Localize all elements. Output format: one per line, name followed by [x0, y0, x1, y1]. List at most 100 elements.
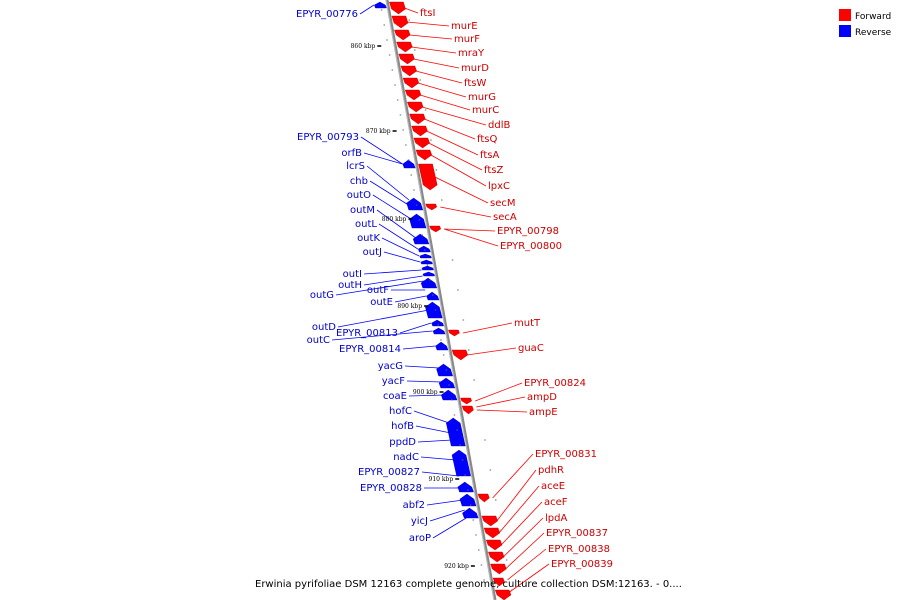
- gene-label-outk[interactable]: outK: [357, 233, 380, 244]
- forward-gene-block[interactable]: [448, 329, 460, 337]
- gene-label-hofb[interactable]: hofB: [391, 421, 414, 432]
- gene-label-mure[interactable]: murE: [451, 21, 478, 32]
- reverse-gene-block[interactable]: [420, 277, 438, 289]
- gene-label-outj[interactable]: outJ: [363, 247, 382, 258]
- reverse-gene-block[interactable]: [419, 253, 432, 259]
- gene-label-murg[interactable]: murG: [468, 92, 496, 103]
- reverse-gene-block[interactable]: [406, 197, 424, 211]
- forward-gene-block[interactable]: [460, 397, 472, 405]
- gene-label-seca[interactable]: secA: [493, 212, 517, 223]
- gene-label-yicj[interactable]: yicJ: [411, 516, 428, 527]
- gene-label-yacf[interactable]: yacF: [382, 376, 406, 387]
- forward-gene-block[interactable]: [483, 527, 501, 539]
- gene-label-outi[interactable]: outI: [343, 269, 362, 280]
- forward-gene-block[interactable]: [485, 539, 503, 551]
- forward-gene-block[interactable]: [477, 493, 490, 503]
- gene-label-ftsq[interactable]: ftsQ: [477, 134, 497, 145]
- gene-label-epyr-00831[interactable]: EPYR_00831: [535, 449, 597, 460]
- gene-label-nadc[interactable]: nadC: [393, 452, 419, 463]
- reverse-gene-block[interactable]: [412, 233, 430, 245]
- reverse-gene-block[interactable]: [402, 159, 416, 169]
- gene-label-epyr-00838[interactable]: EPYR_00838: [548, 544, 610, 555]
- gene-label-murf[interactable]: murF: [454, 34, 480, 45]
- gene-label-epyr-00798[interactable]: EPYR_00798: [497, 226, 559, 237]
- reverse-gene-block[interactable]: [438, 377, 456, 389]
- gene-label-epyr-00839[interactable]: EPYR_00839: [551, 559, 613, 570]
- gene-label-epyr-00824[interactable]: EPYR_00824: [524, 378, 586, 389]
- gene-label-secm[interactable]: secM: [490, 198, 516, 209]
- gene-label-mutt[interactable]: mutT: [514, 318, 541, 329]
- gene-label-outl[interactable]: outL: [355, 219, 377, 230]
- gene-label-outm[interactable]: outM: [350, 205, 375, 216]
- gene-label-oute[interactable]: outE: [370, 297, 393, 308]
- reverse-gene-block[interactable]: [426, 291, 440, 301]
- forward-gene-block[interactable]: [404, 89, 422, 101]
- reverse-gene-block[interactable]: [436, 363, 453, 377]
- gene-label-epyr-00814[interactable]: EPYR_00814: [339, 344, 401, 355]
- forward-gene-block[interactable]: [490, 563, 507, 575]
- gene-label-epyr-00813[interactable]: EPYR_00813: [336, 328, 398, 339]
- forward-gene-block[interactable]: [411, 125, 428, 137]
- gene-label-coae[interactable]: coaE: [383, 391, 407, 402]
- forward-gene-block[interactable]: [492, 577, 505, 587]
- reverse-gene-block[interactable]: [422, 271, 435, 277]
- reverse-gene-block[interactable]: [418, 245, 431, 253]
- gene-label-ddlb[interactable]: ddlB: [488, 120, 510, 131]
- gene-label-lpxc[interactable]: lpxC: [488, 181, 510, 192]
- reverse-gene-block[interactable]: [420, 259, 433, 265]
- forward-gene-block[interactable]: [461, 405, 474, 415]
- reverse-gene-block[interactable]: [374, 1, 387, 9]
- gene-label-mray[interactable]: mraY: [458, 48, 485, 59]
- forward-gene-block[interactable]: [400, 65, 417, 77]
- forward-gene-block[interactable]: [394, 29, 411, 41]
- forward-gene-block[interactable]: [409, 113, 426, 125]
- forward-gene-block[interactable]: [402, 77, 420, 89]
- gene-label-ftsw[interactable]: ftsW: [464, 78, 486, 89]
- gene-label-acee[interactable]: aceE: [541, 481, 565, 492]
- reverse-gene-block[interactable]: [409, 213, 427, 229]
- forward-gene-block[interactable]: [396, 41, 413, 53]
- forward-gene-block[interactable]: [494, 589, 512, 600]
- forward-gene-block[interactable]: [488, 551, 505, 563]
- forward-gene-block[interactable]: [415, 149, 433, 161]
- gene-label-outh[interactable]: outH: [338, 280, 362, 291]
- forward-gene-block[interactable]: [391, 15, 409, 29]
- gene-label-ampd[interactable]: ampD: [527, 392, 557, 403]
- gene-label-pdhr[interactable]: pdhR: [538, 465, 564, 476]
- gene-label-ftsa[interactable]: ftsA: [480, 150, 499, 161]
- gene-label-hofc[interactable]: hofC: [389, 406, 412, 417]
- gene-label-lpda[interactable]: lpdA: [545, 513, 567, 524]
- gene-label-outo[interactable]: outO: [347, 190, 371, 201]
- gene-label-yacg[interactable]: yacG: [378, 361, 403, 372]
- reverse-gene-block[interactable]: [425, 301, 443, 319]
- forward-gene-block[interactable]: [451, 349, 469, 361]
- gene-label-orfb[interactable]: orfB: [341, 148, 362, 159]
- reverse-gene-block[interactable]: [462, 507, 479, 519]
- reverse-gene-block[interactable]: [432, 327, 446, 335]
- gene-label-lcrs[interactable]: lcrS: [346, 161, 365, 172]
- gene-label-acef[interactable]: aceF: [544, 497, 568, 508]
- gene-label-epyr-00793[interactable]: EPYR_00793: [297, 132, 359, 143]
- gene-label-chb[interactable]: chb: [350, 176, 368, 187]
- gene-label-murd[interactable]: murD: [461, 63, 489, 74]
- reverse-gene-block[interactable]: [440, 389, 458, 401]
- gene-label-outd[interactable]: outD: [312, 322, 336, 333]
- forward-gene-block[interactable]: [389, 1, 406, 15]
- gene-label-outg[interactable]: outG: [310, 290, 334, 301]
- forward-gene-block[interactable]: [418, 163, 438, 191]
- gene-label-ftsz[interactable]: ftsZ: [484, 165, 503, 176]
- gene-label-epyr-00837[interactable]: EPYR_00837: [546, 528, 608, 539]
- gene-label-outf[interactable]: outF: [367, 285, 389, 296]
- forward-gene-block[interactable]: [481, 515, 498, 527]
- forward-gene-block[interactable]: [407, 101, 424, 113]
- reverse-gene-block[interactable]: [451, 449, 471, 477]
- gene-label-abf2[interactable]: abf2: [403, 500, 425, 511]
- gene-label-arop[interactable]: aroP: [409, 533, 431, 544]
- gene-label-epyr-00800[interactable]: EPYR_00800: [500, 241, 562, 252]
- gene-label-outc[interactable]: outC: [307, 335, 330, 346]
- gene-label-ftsi[interactable]: ftsI: [420, 8, 435, 19]
- reverse-gene-block[interactable]: [459, 493, 477, 507]
- forward-gene-block[interactable]: [398, 53, 415, 65]
- gene-label-murc[interactable]: murC: [472, 105, 499, 116]
- forward-gene-block[interactable]: [425, 203, 438, 211]
